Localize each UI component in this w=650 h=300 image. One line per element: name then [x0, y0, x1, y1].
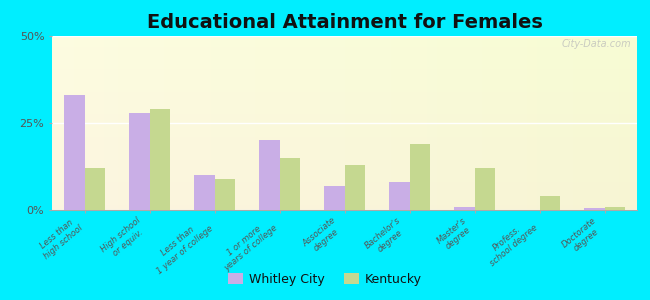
Bar — [604, 206, 625, 210]
Bar — [129, 112, 150, 210]
Bar — [64, 95, 84, 210]
Bar — [324, 186, 344, 210]
Legend: Whitley City, Kentucky: Whitley City, Kentucky — [223, 268, 427, 291]
Bar — [84, 168, 105, 210]
Bar — [214, 179, 235, 210]
Bar — [584, 208, 605, 210]
Bar — [280, 158, 300, 210]
Bar — [344, 165, 365, 210]
Bar — [410, 144, 430, 210]
Bar — [389, 182, 410, 210]
Bar — [474, 168, 495, 210]
Bar — [194, 175, 214, 210]
Bar — [259, 140, 280, 210]
Bar — [540, 196, 560, 210]
Text: City-Data.com: City-Data.com — [562, 40, 631, 50]
Title: Educational Attainment for Females: Educational Attainment for Females — [146, 13, 543, 32]
Bar — [150, 109, 170, 210]
Bar — [454, 206, 474, 210]
